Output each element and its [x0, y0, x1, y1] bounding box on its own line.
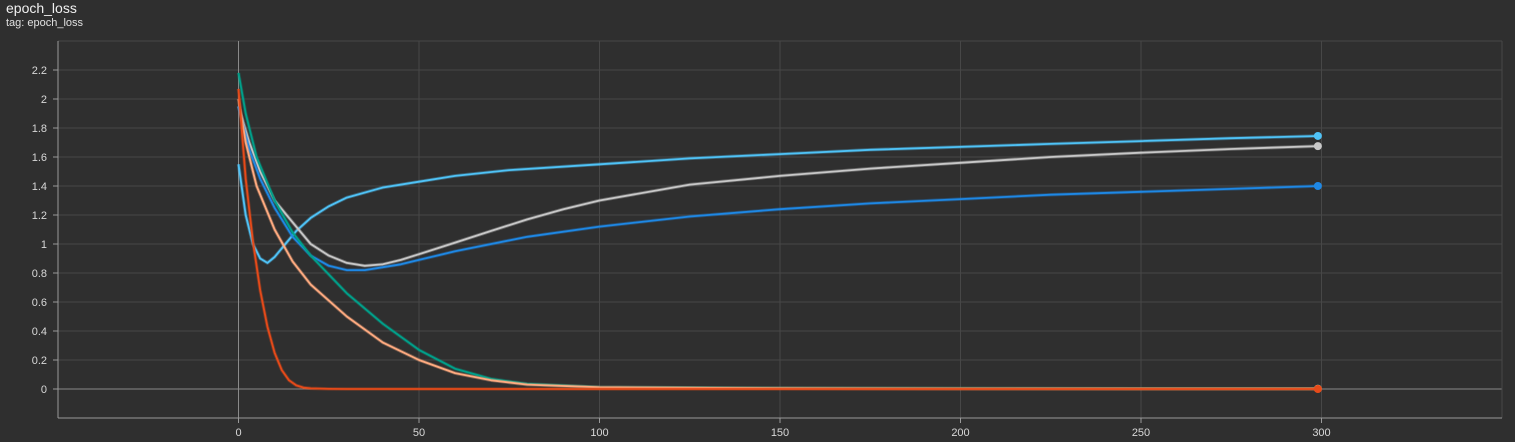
- x-tick-label: 100: [590, 427, 608, 439]
- x-tick-label: 250: [1132, 427, 1150, 439]
- series-3-shadow: [236, 72, 1318, 391]
- y-tick-label: 1.8: [32, 123, 47, 135]
- y-tick-label: 0.6: [32, 297, 47, 309]
- series-2-line[interactable]: [237, 106, 1318, 272]
- y-tick-label: 2.2: [32, 65, 47, 77]
- series-0-end-point[interactable]: [1313, 131, 1322, 140]
- y-tick-label: 0.4: [32, 326, 47, 338]
- y-tick-label: 0: [41, 384, 47, 396]
- series-1-end-point[interactable]: [1313, 142, 1322, 151]
- chart-title: epoch_loss: [6, 0, 77, 16]
- y-tick-label: 1.4: [32, 181, 47, 193]
- grid: [58, 40, 1503, 418]
- y-tick-label: 0.8: [32, 268, 47, 280]
- tick-labels: 0 0.2 0.4 0.6 0.8 1 1.2 1.4 1.6 1.8 2 2.2 0 50 100 150 2…: [32, 65, 1331, 439]
- y-tick-label: 1.2: [32, 210, 47, 222]
- series-5-end-point[interactable]: [1313, 385, 1322, 393]
- y-tick-label: 1: [41, 239, 47, 251]
- chart-tag: tag: epoch_loss: [6, 17, 84, 29]
- series-lines: [236, 72, 1322, 393]
- y-tick-label: 1.6: [32, 152, 47, 164]
- x-tick-label: 150: [771, 427, 789, 439]
- y-tick-label: 0.2: [32, 355, 47, 367]
- series-1-line[interactable]: [237, 106, 1318, 267]
- axes: [53, 41, 1502, 423]
- series-5-line[interactable]: [237, 88, 1318, 390]
- series-2-end-point[interactable]: [1313, 182, 1322, 190]
- series-3-line[interactable]: [237, 72, 1318, 390]
- x-tick-label: 50: [413, 427, 425, 439]
- series-5-shadow: [236, 88, 1318, 391]
- series-0-line[interactable]: [237, 135, 1318, 264]
- x-tick-label: 300: [1312, 427, 1330, 439]
- x-tick-label: 200: [951, 427, 969, 439]
- x-tick-label: 0: [235, 427, 241, 439]
- series-2-shadow: [236, 105, 1318, 272]
- chart-header: epoch_loss tag: epoch_loss: [6, 0, 83, 30]
- y-tick-label: 2: [41, 94, 47, 106]
